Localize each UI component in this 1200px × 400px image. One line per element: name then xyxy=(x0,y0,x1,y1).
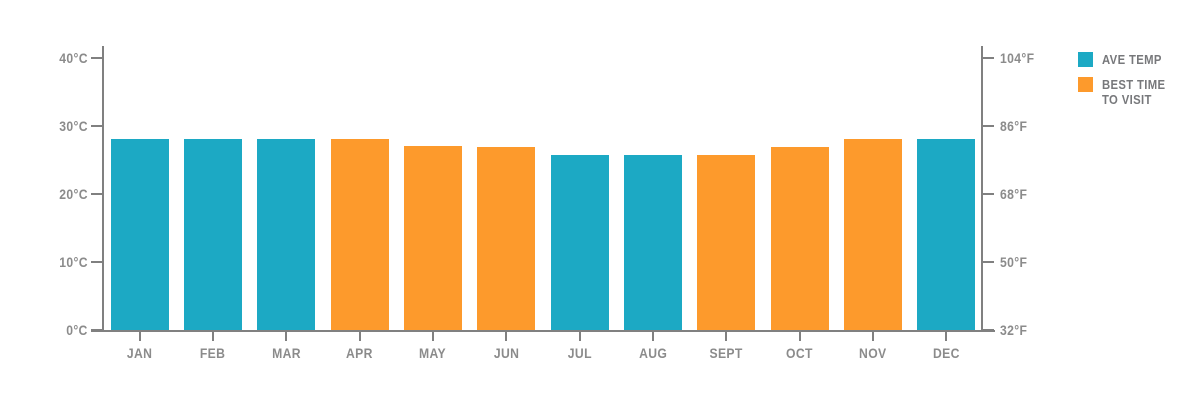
legend-swatch-best-time-icon xyxy=(1078,77,1093,92)
x-tick-label-aug: AUG xyxy=(638,345,668,361)
y-axis-left-line xyxy=(102,46,104,332)
bar-aug xyxy=(624,155,682,330)
y-axis-right-tick xyxy=(983,193,994,195)
bar-oct xyxy=(770,147,829,330)
x-tick-label-nov: NOV xyxy=(859,345,887,361)
y-axis-right-tick xyxy=(983,261,994,263)
y-tick-label-86f: 86°F xyxy=(1000,118,1028,134)
y-axis-left-tick xyxy=(91,329,102,331)
x-tick-label-oct: OCT xyxy=(786,345,814,361)
bar-sept xyxy=(697,155,756,330)
bar-apr xyxy=(330,138,389,330)
bar-jun xyxy=(477,147,536,330)
legend-label-best-time: BEST TIME TO VISIT xyxy=(1102,77,1166,107)
x-axis-tick-sept xyxy=(725,331,728,341)
x-axis-tick-nov xyxy=(872,331,874,341)
y-axis-left-tick xyxy=(91,193,102,195)
y-tick-label-32f: 32°F xyxy=(1000,322,1028,338)
legend-item-ave-temp: AVE TEMP xyxy=(1078,52,1175,67)
y-tick-label-50f: 50°F xyxy=(1000,254,1028,270)
x-tick-label-jul: JUL xyxy=(567,345,592,361)
x-axis-tick-mar xyxy=(285,331,288,341)
bar-dec xyxy=(917,138,976,330)
x-axis-tick-dec xyxy=(945,331,948,341)
legend-label-ave-temp: AVE TEMP xyxy=(1102,52,1162,67)
bar-jul xyxy=(550,155,609,330)
legend-item-best-time: BEST TIME TO VISIT xyxy=(1078,77,1175,107)
x-tick-label-jan: JAN xyxy=(126,345,153,361)
x-tick-label-sept: SEPT xyxy=(709,345,743,361)
x-axis-tick-apr xyxy=(358,331,361,341)
x-axis-tick-oct xyxy=(798,331,801,341)
y-axis-right-tick xyxy=(983,125,994,127)
x-axis-tick-jul xyxy=(578,331,581,341)
y-axis-left-tick xyxy=(91,125,102,127)
y-axis-right-line xyxy=(981,46,983,332)
x-tick-label-feb: FEB xyxy=(200,345,226,361)
bar-jan xyxy=(110,138,169,330)
x-axis-tick-may xyxy=(432,331,434,341)
bar-nov xyxy=(844,138,902,330)
y-axis-left-tick xyxy=(91,261,102,263)
x-tick-label-apr: APR xyxy=(346,345,374,361)
x-tick-label-dec: DEC xyxy=(932,345,960,361)
x-axis-tick-aug xyxy=(652,331,654,341)
x-axis-line xyxy=(91,330,995,332)
x-axis-tick-jun xyxy=(505,331,508,341)
y-axis-left-tick xyxy=(91,57,102,59)
legend: AVE TEMP BEST TIME TO VISIT xyxy=(1078,52,1175,117)
y-tick-label-0c: 0°C xyxy=(66,322,88,338)
y-axis-right-tick xyxy=(983,329,994,331)
x-axis-tick-feb xyxy=(212,331,214,341)
x-tick-label-may: MAY xyxy=(419,345,447,361)
x-axis-tick-jan xyxy=(138,331,141,341)
x-tick-label-mar: MAR xyxy=(271,345,301,361)
y-axis-right-tick xyxy=(983,57,994,59)
y-tick-label-40c: 40°C xyxy=(59,50,88,66)
legend-swatch-ave-temp-icon xyxy=(1078,52,1093,67)
bar-mar xyxy=(257,138,316,330)
y-tick-label-30c: 30°C xyxy=(59,118,88,134)
y-tick-label-104f: 104°F xyxy=(1000,50,1035,66)
y-tick-label-20c: 20°C xyxy=(59,186,88,202)
y-tick-label-68f: 68°F xyxy=(1000,186,1028,202)
bar-feb xyxy=(184,138,242,330)
y-tick-label-10c: 10°C xyxy=(59,254,88,270)
x-tick-label-jun: JUN xyxy=(493,345,520,361)
bar-may xyxy=(404,146,462,330)
